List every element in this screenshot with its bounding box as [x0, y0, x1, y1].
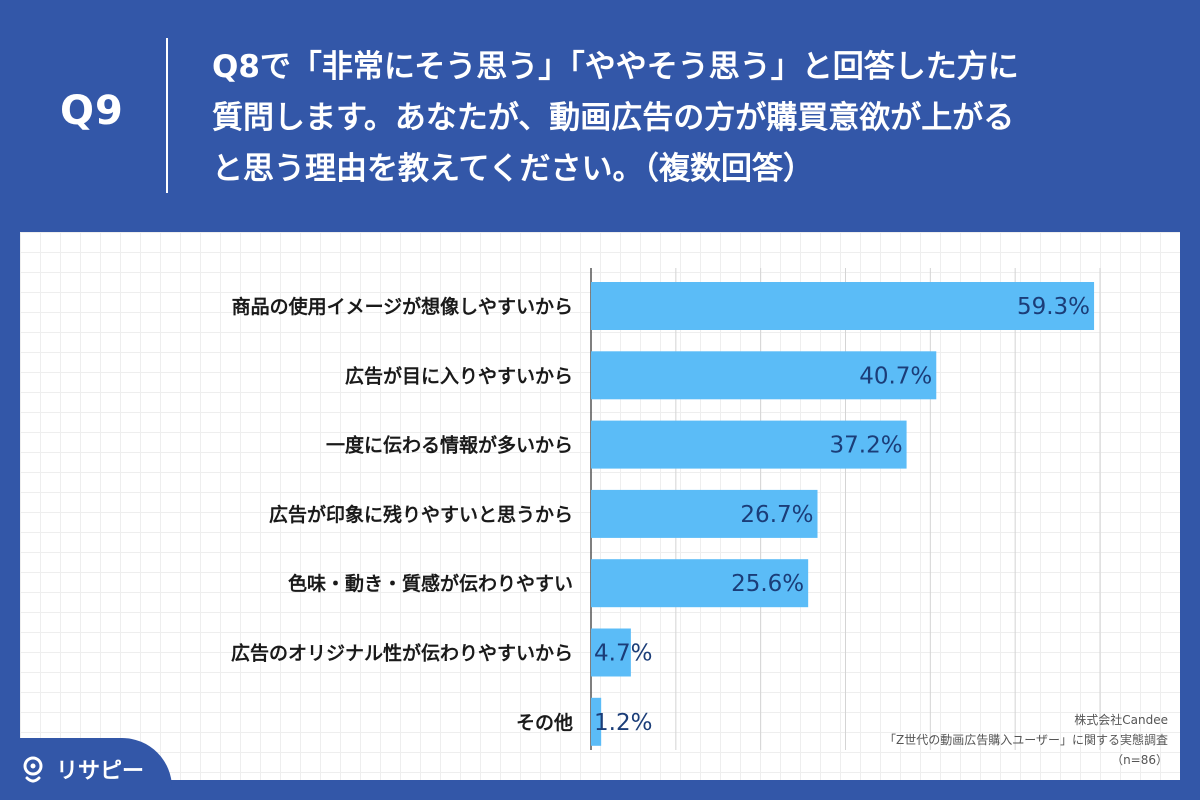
value-label: 59.3%: [1017, 294, 1090, 320]
category-label: 広告が印象に残りやすいと思うから: [269, 503, 573, 526]
bar-chart: 商品の使用イメージが想像しやすいから 59.3% 広告が目に入りやすいから 40.7%…: [231, 268, 1101, 750]
question-line-3: と思う理由を教えてください。（複数回答）: [212, 151, 815, 187]
bar: [591, 351, 937, 400]
question-number: Q9: [60, 88, 124, 134]
value-label: 26.7%: [740, 502, 813, 528]
source-company: 株式会社Candee: [1074, 713, 1168, 727]
category-label: 広告が目に入りやすいから: [345, 364, 573, 387]
value-label: 1.2%: [594, 710, 652, 736]
question-line-1: Q8で「非常にそう思う」「ややそう思う」と回答した方に: [212, 49, 1019, 85]
value-label: 40.7%: [859, 363, 932, 389]
bar: [591, 697, 602, 746]
source-sample: （n=86）: [1111, 753, 1168, 767]
chart-panel: 商品の使用イメージが想像しやすいから 59.3% 広告が目に入りやすいから 40.7%…: [20, 232, 1180, 780]
logo: リサピー: [0, 738, 172, 800]
bar: [591, 282, 1095, 330]
value-label: 37.2%: [830, 433, 903, 459]
logo-text: リサピー: [56, 759, 145, 784]
pin-icon: [23, 756, 43, 783]
question-text: Q8で「非常にそう思う」「ややそう思う」と回答した方に 質問します。あなたが、動…: [212, 42, 1172, 195]
category-label: 一度に伝わる情報が多いから: [326, 434, 573, 457]
bar: [591, 489, 818, 538]
category-label: その他: [516, 711, 573, 734]
source-survey: 「Z世代の動画広告購入ユーザー」に関する実態調査: [884, 733, 1168, 747]
category-label: 商品の使用イメージが想像しやすいから: [232, 295, 573, 318]
header-divider: [166, 38, 168, 193]
bar: [591, 628, 631, 677]
value-label: 4.7%: [594, 641, 652, 667]
question-line-2: 質問します。あなたが、動画広告の方が購買意欲が上がる: [212, 100, 1015, 136]
header: Q9 Q8で「非常にそう思う」「ややそう思う」と回答した方に 質問します。あなた…: [0, 0, 1200, 232]
category-label: 広告のオリジナル性が伝わりやすいから: [231, 642, 573, 665]
category-label: 色味・動き・質感が伝わりやすい: [288, 572, 573, 595]
bar: [591, 420, 907, 469]
bar: [591, 559, 809, 608]
source-note: 株式会社Candee 「Z世代の動画広告購入ユーザー」に関する実態調査 （n=8…: [748, 710, 1168, 770]
value-label: 25.6%: [731, 571, 804, 597]
